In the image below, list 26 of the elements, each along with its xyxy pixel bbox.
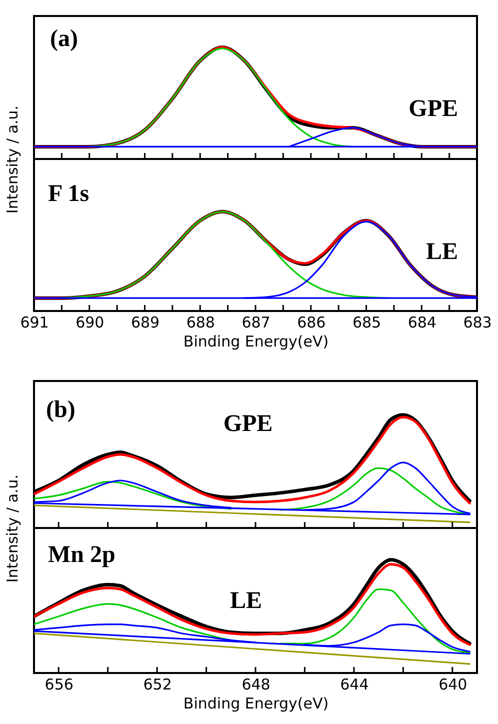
x-tick-label: 656 bbox=[44, 676, 74, 694]
x-axis-title: Binding Energy(eV) bbox=[183, 694, 329, 712]
x-tick-label: 685 bbox=[352, 314, 382, 332]
x-tick-label: 690 bbox=[76, 314, 104, 332]
annotation: Mn 2p bbox=[48, 542, 116, 568]
x-tick-label: 688 bbox=[186, 314, 215, 332]
x-tick-label: 648 bbox=[242, 676, 270, 694]
x-tick-label: 640 bbox=[438, 676, 468, 694]
annotation: GPE bbox=[223, 411, 273, 437]
x-tick-label: 684 bbox=[408, 314, 436, 332]
annotation: (a) bbox=[50, 26, 78, 52]
x-tick-label: 687 bbox=[242, 314, 270, 332]
x-tick-label: 683 bbox=[463, 314, 492, 332]
x-tick-label: 686 bbox=[297, 314, 326, 332]
x-tick-label: 652 bbox=[143, 676, 172, 694]
y-axis-title: Intensity / a.u. bbox=[4, 105, 22, 214]
annotation: (b) bbox=[46, 397, 76, 423]
x-tick-label: 644 bbox=[340, 676, 369, 694]
x-tick-label: 689 bbox=[130, 314, 160, 332]
annotation: GPE bbox=[408, 96, 458, 122]
annotation: LE bbox=[230, 588, 262, 614]
x-axis-title: Binding Energy(eV) bbox=[183, 332, 329, 350]
y-axis-title: Intensity / a.u. bbox=[4, 474, 22, 583]
annotation: LE bbox=[426, 239, 458, 265]
x-tick-label: 691 bbox=[20, 314, 49, 332]
text: F 1s bbox=[48, 181, 90, 207]
